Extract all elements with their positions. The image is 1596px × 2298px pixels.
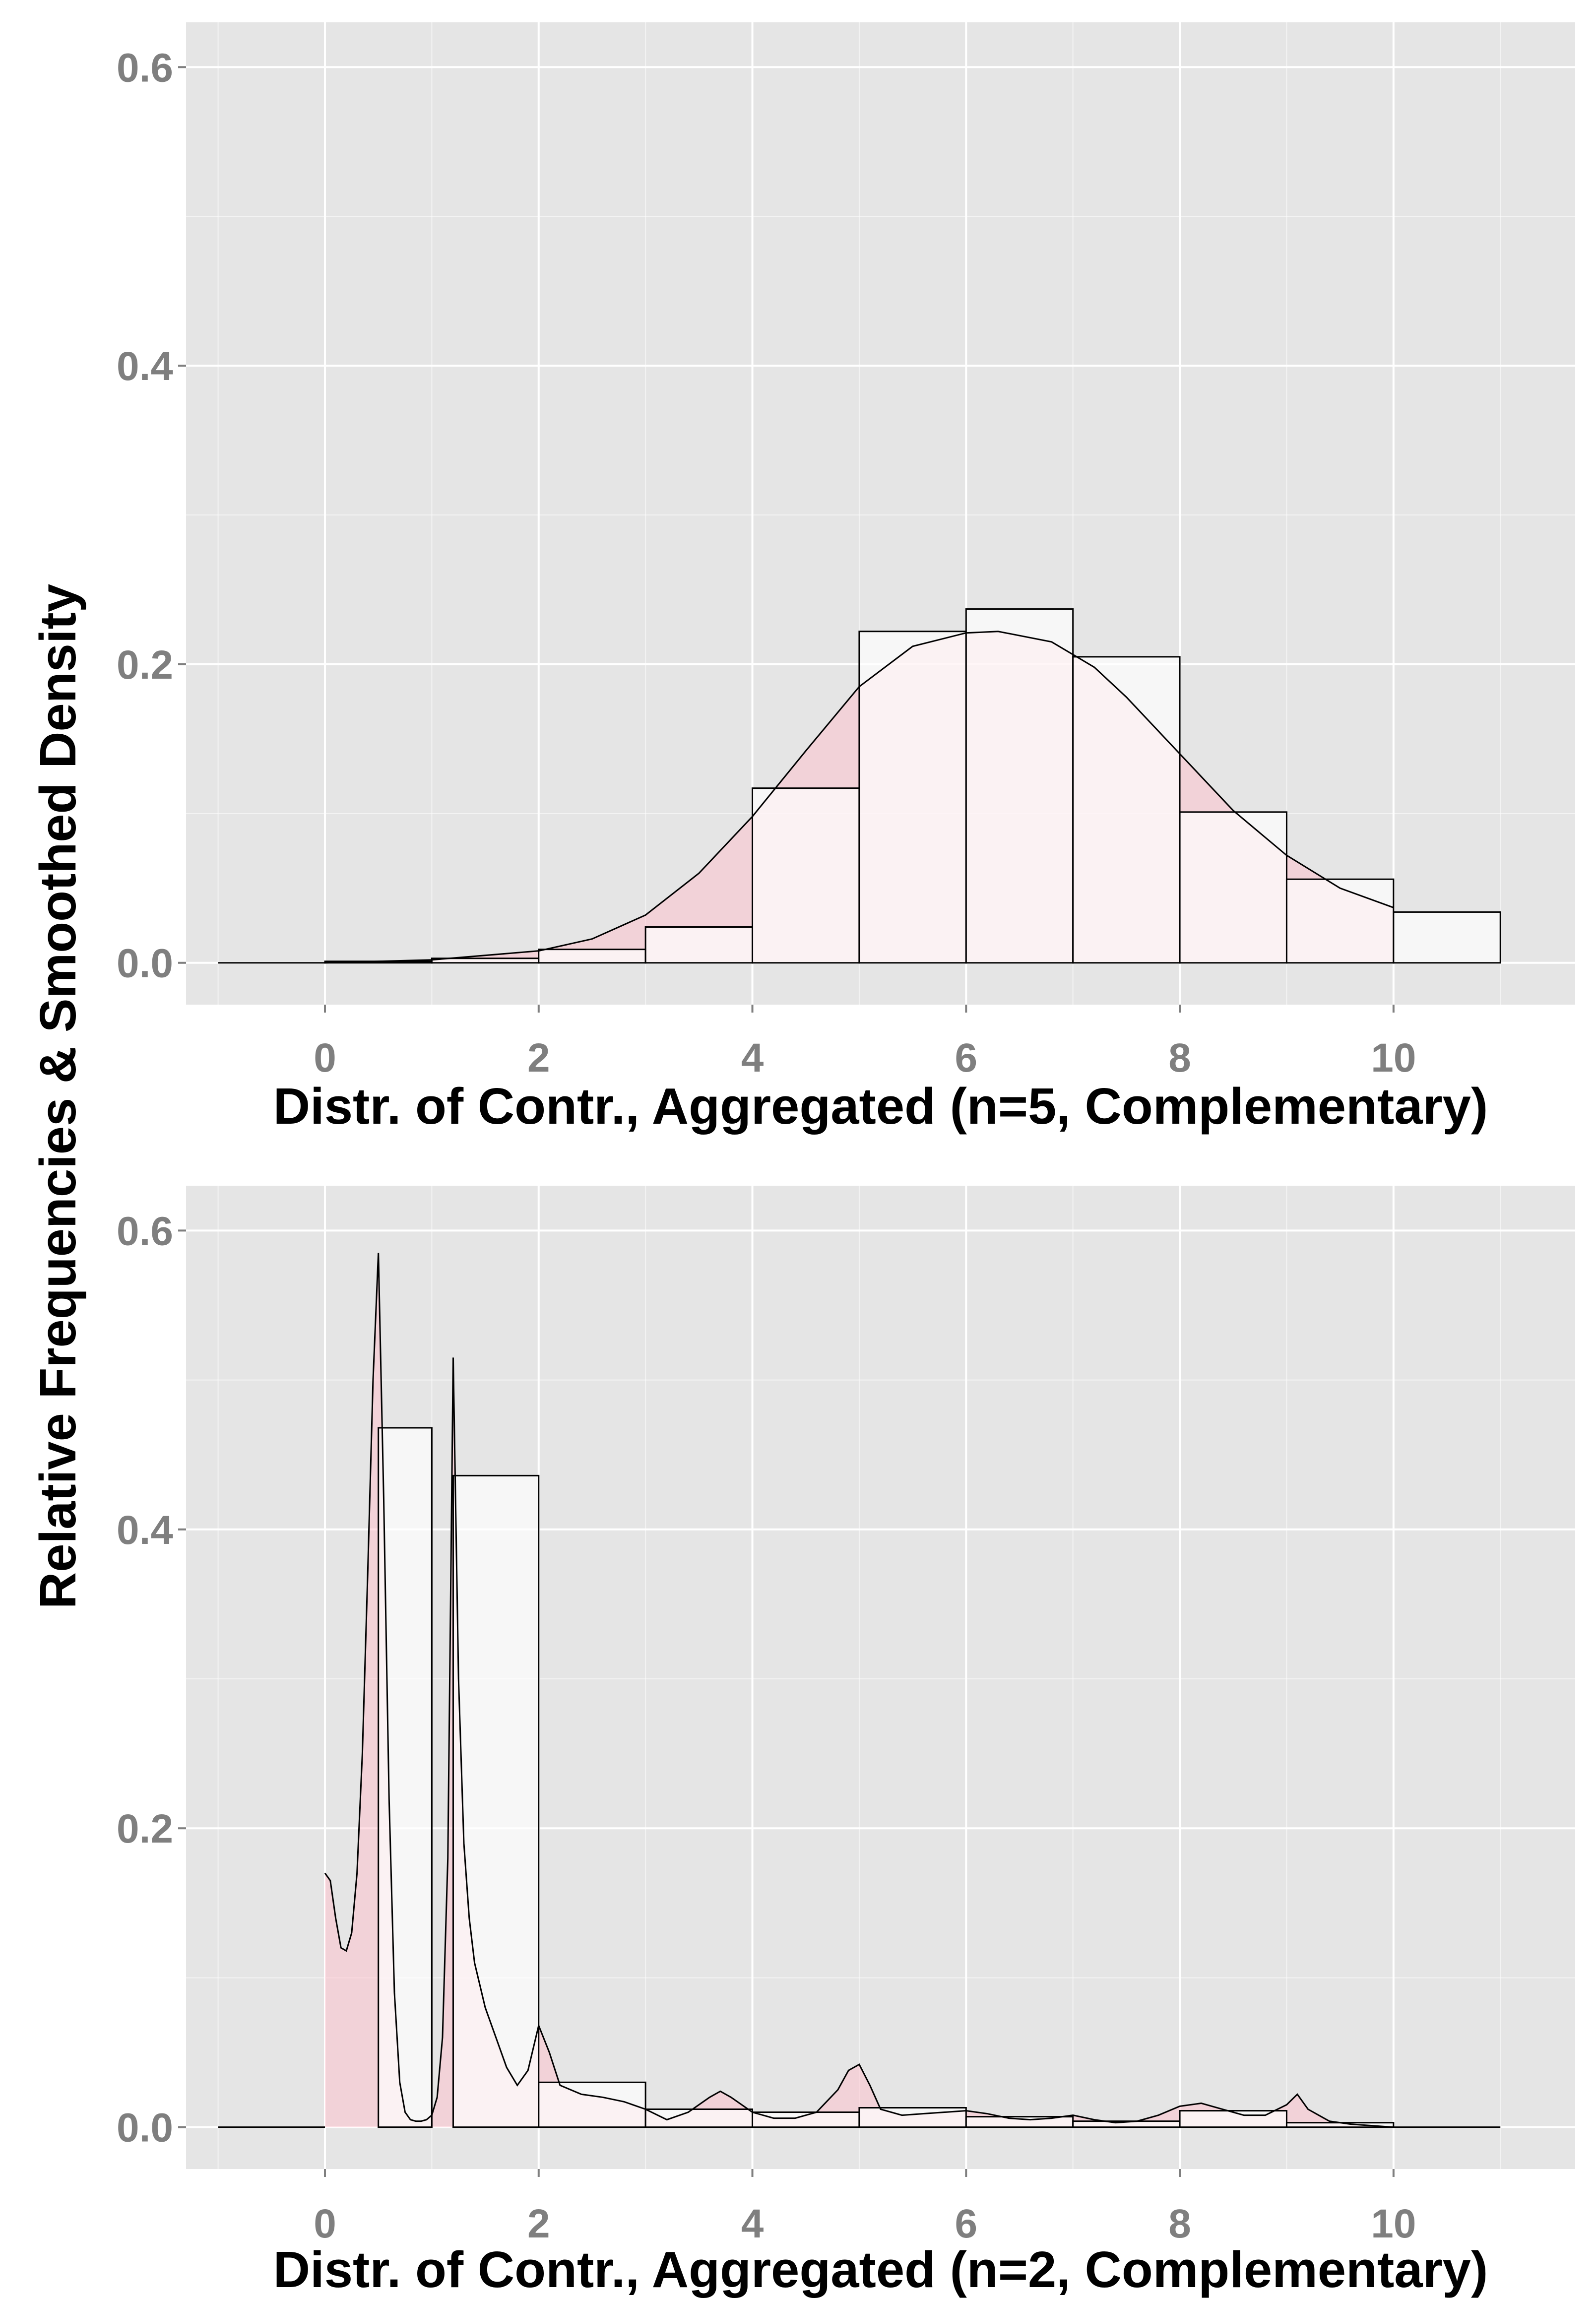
x-tick-label: 0 xyxy=(314,1035,336,1081)
x-axis-label: Distr. of Contr., Aggregated (n=2, Compl… xyxy=(273,2241,1488,2298)
y-tick-label: 0.4 xyxy=(117,1508,173,1553)
x-tick-label: 6 xyxy=(955,1035,978,1081)
histogram-bar xyxy=(752,787,860,964)
y-tick-label: 0.2 xyxy=(117,1806,173,1851)
x-tick-label: 0 xyxy=(314,2201,336,2246)
histogram-bar xyxy=(1179,811,1287,964)
x-tick-label: 2 xyxy=(527,2201,550,2246)
y-axis-label: Relative Frequencies & Smoothed Density xyxy=(29,584,86,1609)
histogram-bar xyxy=(1393,911,1501,964)
y-tick-label: 0.0 xyxy=(117,941,173,986)
y-tick-label: 0.4 xyxy=(117,344,173,389)
x-tick-label: 8 xyxy=(1168,1035,1191,1081)
histogram-bar xyxy=(644,926,754,964)
histogram-bar xyxy=(538,949,646,964)
histogram-bar xyxy=(538,2081,646,2128)
histogram-bar xyxy=(858,631,967,964)
x-tick-label: 6 xyxy=(955,2201,978,2246)
histogram-bar xyxy=(452,1474,540,2128)
histogram-bar xyxy=(1072,656,1181,964)
x-axis-label: Distr. of Contr., Aggregated (n=5, Compl… xyxy=(273,1078,1488,1135)
histogram-bar xyxy=(858,2107,967,2128)
y-tick-label: 0.6 xyxy=(117,1209,173,1254)
y-tick-label: 0.6 xyxy=(117,45,173,90)
y-tick-label: 0.2 xyxy=(117,642,173,688)
x-tick-label: 2 xyxy=(527,1035,550,1081)
density-line xyxy=(324,631,1394,964)
histogram-bar xyxy=(378,1427,433,2128)
x-tick-label: 8 xyxy=(1168,2201,1191,2246)
x-tick-label: 10 xyxy=(1371,2201,1416,2246)
histogram-bar xyxy=(644,2108,754,2128)
density-line xyxy=(324,1253,1501,2128)
histogram-bar xyxy=(1285,878,1395,964)
x-tick-label: 4 xyxy=(741,2201,764,2246)
histogram-bar xyxy=(965,608,1074,964)
x-tick-label: 4 xyxy=(741,1035,764,1081)
x-tick-label: 10 xyxy=(1371,1035,1416,1081)
y-tick-label: 0.0 xyxy=(117,2106,173,2151)
